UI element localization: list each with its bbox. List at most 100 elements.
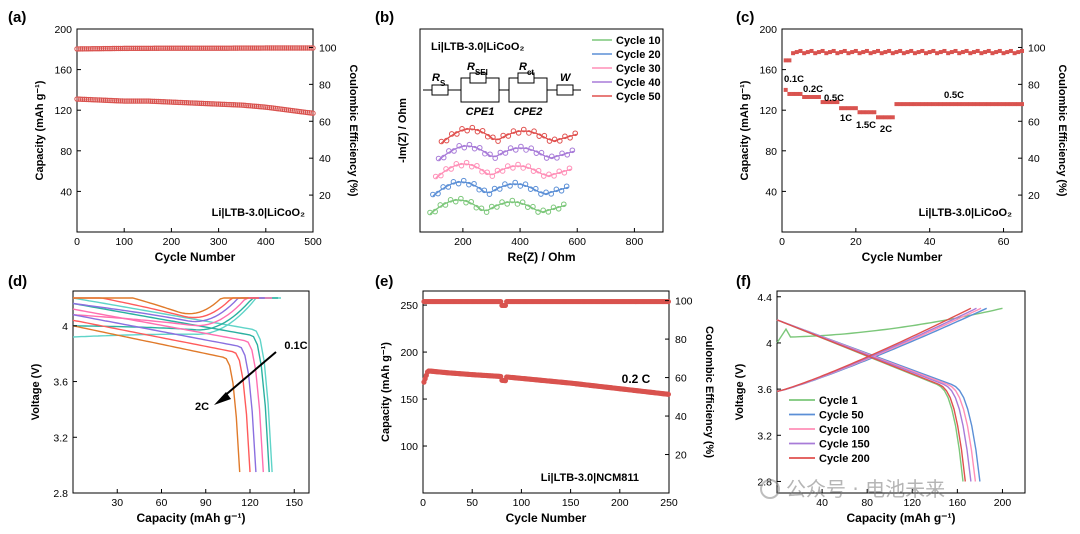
panel-a-capacity-point [244,102,250,109]
panel-c-ce-point [964,48,969,53]
panel-a-capacity-point [185,100,192,106]
panel-b-legend-label: Cycle 30 [616,63,661,75]
panel-c-ce-point [783,58,788,63]
panel-b-spectrum-point [535,167,542,174]
panel-a-ce-point [78,46,84,52]
panel-a-ce-point [253,45,260,51]
panel-c-ce-point [824,51,829,56]
panel-a-capacity-point [147,98,154,104]
panel-c-capacity-point [798,91,803,96]
panel-e-xtick-label: 150 [562,497,580,509]
panel-b-spectrum-point [438,138,445,145]
panel-c-xtick-label: 0 [779,236,785,248]
panel-c-ce-point [920,48,925,53]
panel-a-ce-point [108,45,114,52]
panel-f-legend-label: Cycle 100 [819,424,870,436]
panel-a-capacity-point [110,97,116,104]
panel-a-ce-point [204,45,210,51]
panel-c-ce-point [883,50,888,55]
panel-c-ce-point [916,50,921,55]
panel-c-ce-point [846,51,851,56]
panel-a-capacity-point [89,96,95,103]
panel-a-capacity-point [276,106,282,112]
panel-a-ce-point [112,45,118,52]
panel-a-ce-point [229,45,235,51]
panel-a-xtick-label: 200 [163,236,181,248]
panel-a-capacity-point [113,98,120,104]
panel-e-ce-point [665,298,672,305]
panel-f-legend-label: Cycle 150 [819,439,870,451]
panel-a-ce-point [212,45,218,51]
panel-b-spectrum-point [560,201,567,208]
panel-a-capacity-point [136,98,143,104]
panel-d-xtick-label: 30 [111,497,123,509]
panel-a-ce-point [193,45,199,51]
panel-c-ce-point [868,51,873,56]
panel-a-capacity-point [138,98,144,104]
panel-a-ylabel: Capacity (mAh g⁻¹) [34,80,46,180]
panel-b-spectrum-point [499,199,505,205]
panel-a-xtick-label: 400 [257,236,275,248]
panel-d-xtick-label: 120 [241,497,259,509]
panel-a-capacity-point [193,100,199,106]
panel-f-xlabel: Capacity (mAh g⁻¹) [846,511,955,525]
panel-b-spectrum-point [543,155,550,161]
panel-c-capacity-point [931,102,936,107]
panel-c-ce-point [831,48,836,53]
panel-a-capacity-point [263,104,269,110]
panel-b-spectrum-point [512,179,518,186]
panel-a-ce-point [147,45,154,51]
panel-a-capacity-point [104,97,110,104]
panel-e-y2tick-label: 40 [675,411,687,423]
panel-b-spectrum-point [445,184,452,190]
panel-a-ce-point [113,45,120,52]
panel-b-spectrum-point [504,201,510,207]
panel-c-ce-point [909,48,914,53]
panel-b-spectrum-point [540,207,547,214]
panel-a-capacity-point [212,101,218,107]
panel-a-capacity-point [287,107,294,114]
panel-c-ce-point [901,51,906,56]
panel-a-ce-point [200,45,207,51]
panel-a-ce-point [142,45,148,51]
panel-b-spectrum-point [484,169,490,176]
panel-b-spectrum-point [543,189,549,196]
panel-a-ce-point [170,45,176,51]
panel-a-capacity-point [87,96,93,103]
panel-b-spectrum-point [551,173,557,179]
panel-b-spectrum-point [525,163,532,169]
panel-c-capacity-point [949,102,954,107]
panel-c-capacity-point [898,102,903,107]
panel-b-circuit-rsei [469,72,487,84]
panel-c-capacity-point [813,95,818,100]
panel-f-legend-label: Cycle 50 [819,410,864,422]
panel-a-capacity-point [272,105,278,112]
panel-a-ce-point [129,45,135,52]
panel-c-ce-point [813,51,818,56]
panel-a-ce-point [300,45,307,51]
panel-a-capacity-point [253,103,260,110]
panel-f-ytick-label: 3.2 [757,430,772,442]
panel-a-ce-point [270,45,277,51]
panel-d-arrow-head [214,392,231,405]
panel-c-capacity-point [828,100,832,105]
panel-a-ce-point [206,45,212,51]
panel-a-ce-point [98,45,105,52]
panel-b-w-label: W [560,72,572,84]
panel-c-capacity-point [853,106,858,111]
panel-d-discharge-curve [72,325,241,473]
panel-e-rate-label: 0.2 C [622,372,651,386]
panel-f-legend-label: Cycle 1 [819,395,858,407]
panel-a-y2tick-label: 60 [319,116,331,128]
panel-a-capacity-point [121,98,127,104]
panel-a-ce-point [183,45,190,51]
panel-a-capacity-point [264,104,271,111]
panel-b-spectrum-point [510,128,517,134]
panel-c-ce-point [791,51,796,56]
panel-c-capacity-point [905,102,910,107]
panel-b-spectrum-point [432,173,439,180]
panel-c-ce-point [820,48,825,53]
panel-a-ce-point [189,45,195,51]
panel-a-ce-point [304,45,311,51]
panel-a-ytick-label: 200 [54,24,72,36]
